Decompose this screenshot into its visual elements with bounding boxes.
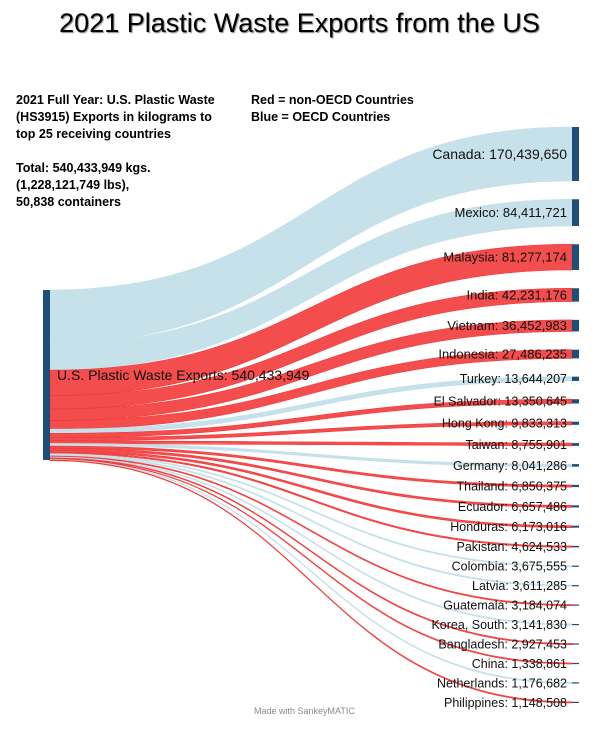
target-node-thailand: [572, 484, 579, 488]
target-label-mexico: Mexico: 84,411,721: [455, 205, 568, 220]
target-node-bangladesh: [572, 643, 579, 645]
target-label-philippines: Philippines: 1,148,508: [444, 696, 567, 710]
target-label-colombia: Colombia: 3,675,555: [452, 560, 567, 574]
flow-guatemala: [49, 455, 573, 607]
target-label-china: China: 1,338,861: [472, 657, 567, 671]
target-label-bangladesh: Bangladesh: 2,927,453: [438, 637, 567, 651]
target-label-netherlands: Netherlands: 1,176,682: [437, 676, 567, 690]
target-label-malaysia: Malaysia: 81,277,174: [443, 250, 567, 265]
target-node-mexico: [572, 199, 579, 226]
target-label-canada: Canada: 170,439,650: [432, 146, 567, 162]
source-node: [43, 290, 50, 460]
target-node-malaysia: [572, 244, 579, 271]
target-label-el-salvador: El Salvador: 13,350,645: [434, 395, 567, 409]
target-label-hong-kong: Hong Kong: 9,833,313: [442, 417, 567, 431]
target-node-china: [572, 662, 579, 665]
target-label-india: India: 42,231,176: [467, 287, 567, 302]
target-node-canada: [572, 127, 579, 181]
flow-netherlands: [49, 459, 573, 684]
target-label-guatemala: Guatemala: 3,184,074: [443, 599, 567, 613]
target-label-latvia: Latvia: 3,611,285: [472, 579, 567, 593]
target-node-indonesia: [572, 349, 579, 359]
flow-el-salvador: [49, 398, 573, 438]
target-label-indonesia: Indonesia: 27,486,235: [438, 347, 567, 362]
target-node-philippines: [572, 701, 579, 703]
target-node-el-salvador: [572, 399, 579, 404]
summary-text: 2021 Full Year: U.S. Plastic Waste (HS39…: [16, 93, 215, 141]
target-node-latvia: [572, 585, 579, 587]
target-label-vietnam: Vietnam: 36,452,983: [447, 318, 567, 333]
target-node-germany: [572, 464, 579, 467]
target-node-india: [572, 288, 579, 302]
total-kg: Total: 540,433,949 kgs.: [16, 161, 151, 175]
flow-group: [49, 126, 573, 704]
target-node-taiwan: [572, 443, 579, 446]
node-group: [43, 127, 579, 703]
target-node-honduras: [572, 525, 579, 528]
label-group: Canada: 170,439,650 Mexico: 84,411,721 Mal…: [57, 146, 567, 710]
flow-bangladesh: [49, 457, 573, 645]
target-node-colombia: [572, 565, 579, 567]
flow-hong-kong: [49, 421, 573, 442]
flow-colombia: [49, 453, 573, 568]
chart-title: 2021 Plastic Waste Exports from the US: [59, 8, 540, 38]
target-node-hong-kong: [572, 421, 579, 425]
target-node-guatemala: [572, 604, 579, 606]
target-node-ecuador: [572, 505, 579, 508]
target-node-vietnam: [572, 319, 579, 332]
target-label-korea-south: Korea, South: 3,141,830: [431, 618, 567, 632]
legend-blue-text: Blue = OECD Countries: [251, 110, 391, 124]
sankeymatic-credit: Made with SankeyMATIC: [254, 706, 355, 716]
source-label: U.S. Plastic Waste Exports: 540,433,949: [57, 367, 310, 383]
target-node-korea-south: [572, 623, 579, 626]
total-lbs: (1,228,121,749 lbs),: [16, 178, 130, 192]
color-legend-note: Red = non-OECD Countries Blue = OECD Cou…: [251, 92, 421, 126]
target-node-turkey: [572, 376, 579, 381]
summary-note: 2021 Full Year: U.S. Plastic Waste (HS39…: [16, 92, 216, 211]
flow-malaysia: [49, 243, 573, 397]
target-node-netherlands: [572, 682, 579, 684]
target-node-pakistan: [572, 545, 579, 548]
legend-red-text: Red = non-OECD Countries: [251, 93, 414, 107]
target-label-turkey: Turkey: 13,644,207: [460, 372, 567, 386]
target-label-honduras: Honduras: 6,173,016: [450, 520, 567, 534]
target-label-thailand: Thailand: 6,850,375: [456, 479, 567, 493]
target-label-pakistan: Pakistan: 4,624,533: [457, 540, 568, 554]
target-label-taiwan: Taiwan: 8,755,901: [466, 438, 568, 452]
containers-count: 50,838 containers: [16, 195, 121, 209]
target-label-ecuador: Ecuador: 6,657,486: [458, 500, 567, 514]
target-label-germany: Germany: 8,041,286: [453, 459, 567, 473]
